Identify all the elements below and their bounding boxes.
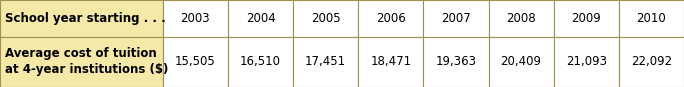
Bar bbox=[293, 37, 358, 87]
Bar bbox=[0, 0, 163, 37]
Bar bbox=[423, 0, 488, 37]
Bar bbox=[163, 37, 228, 87]
Text: 19,363: 19,363 bbox=[436, 55, 477, 68]
Bar bbox=[554, 0, 619, 37]
Text: 20,409: 20,409 bbox=[501, 55, 542, 68]
Bar bbox=[293, 0, 358, 37]
Bar bbox=[358, 0, 423, 37]
Text: 17,451: 17,451 bbox=[305, 55, 346, 68]
Text: 21,093: 21,093 bbox=[566, 55, 607, 68]
Bar bbox=[163, 0, 228, 37]
Text: 2004: 2004 bbox=[246, 12, 276, 25]
Text: 2005: 2005 bbox=[311, 12, 341, 25]
Text: 22,092: 22,092 bbox=[631, 55, 672, 68]
Bar bbox=[358, 37, 423, 87]
Text: Average cost of tuition
at 4-year institutions ($): Average cost of tuition at 4-year instit… bbox=[5, 47, 169, 76]
Text: 2006: 2006 bbox=[376, 12, 406, 25]
Text: 18,471: 18,471 bbox=[370, 55, 411, 68]
Bar bbox=[554, 37, 619, 87]
Bar bbox=[423, 37, 488, 87]
Text: 2010: 2010 bbox=[637, 12, 666, 25]
Text: 15,505: 15,505 bbox=[175, 55, 215, 68]
Text: 2008: 2008 bbox=[506, 12, 536, 25]
Bar bbox=[488, 37, 554, 87]
Bar bbox=[619, 0, 684, 37]
Text: 2009: 2009 bbox=[571, 12, 601, 25]
Text: 16,510: 16,510 bbox=[240, 55, 281, 68]
Text: 2003: 2003 bbox=[181, 12, 210, 25]
Bar bbox=[228, 0, 293, 37]
Bar bbox=[619, 37, 684, 87]
Bar bbox=[0, 37, 163, 87]
Text: School year starting . . .: School year starting . . . bbox=[5, 12, 166, 25]
Bar bbox=[488, 0, 554, 37]
Text: 2007: 2007 bbox=[441, 12, 471, 25]
Bar bbox=[228, 37, 293, 87]
